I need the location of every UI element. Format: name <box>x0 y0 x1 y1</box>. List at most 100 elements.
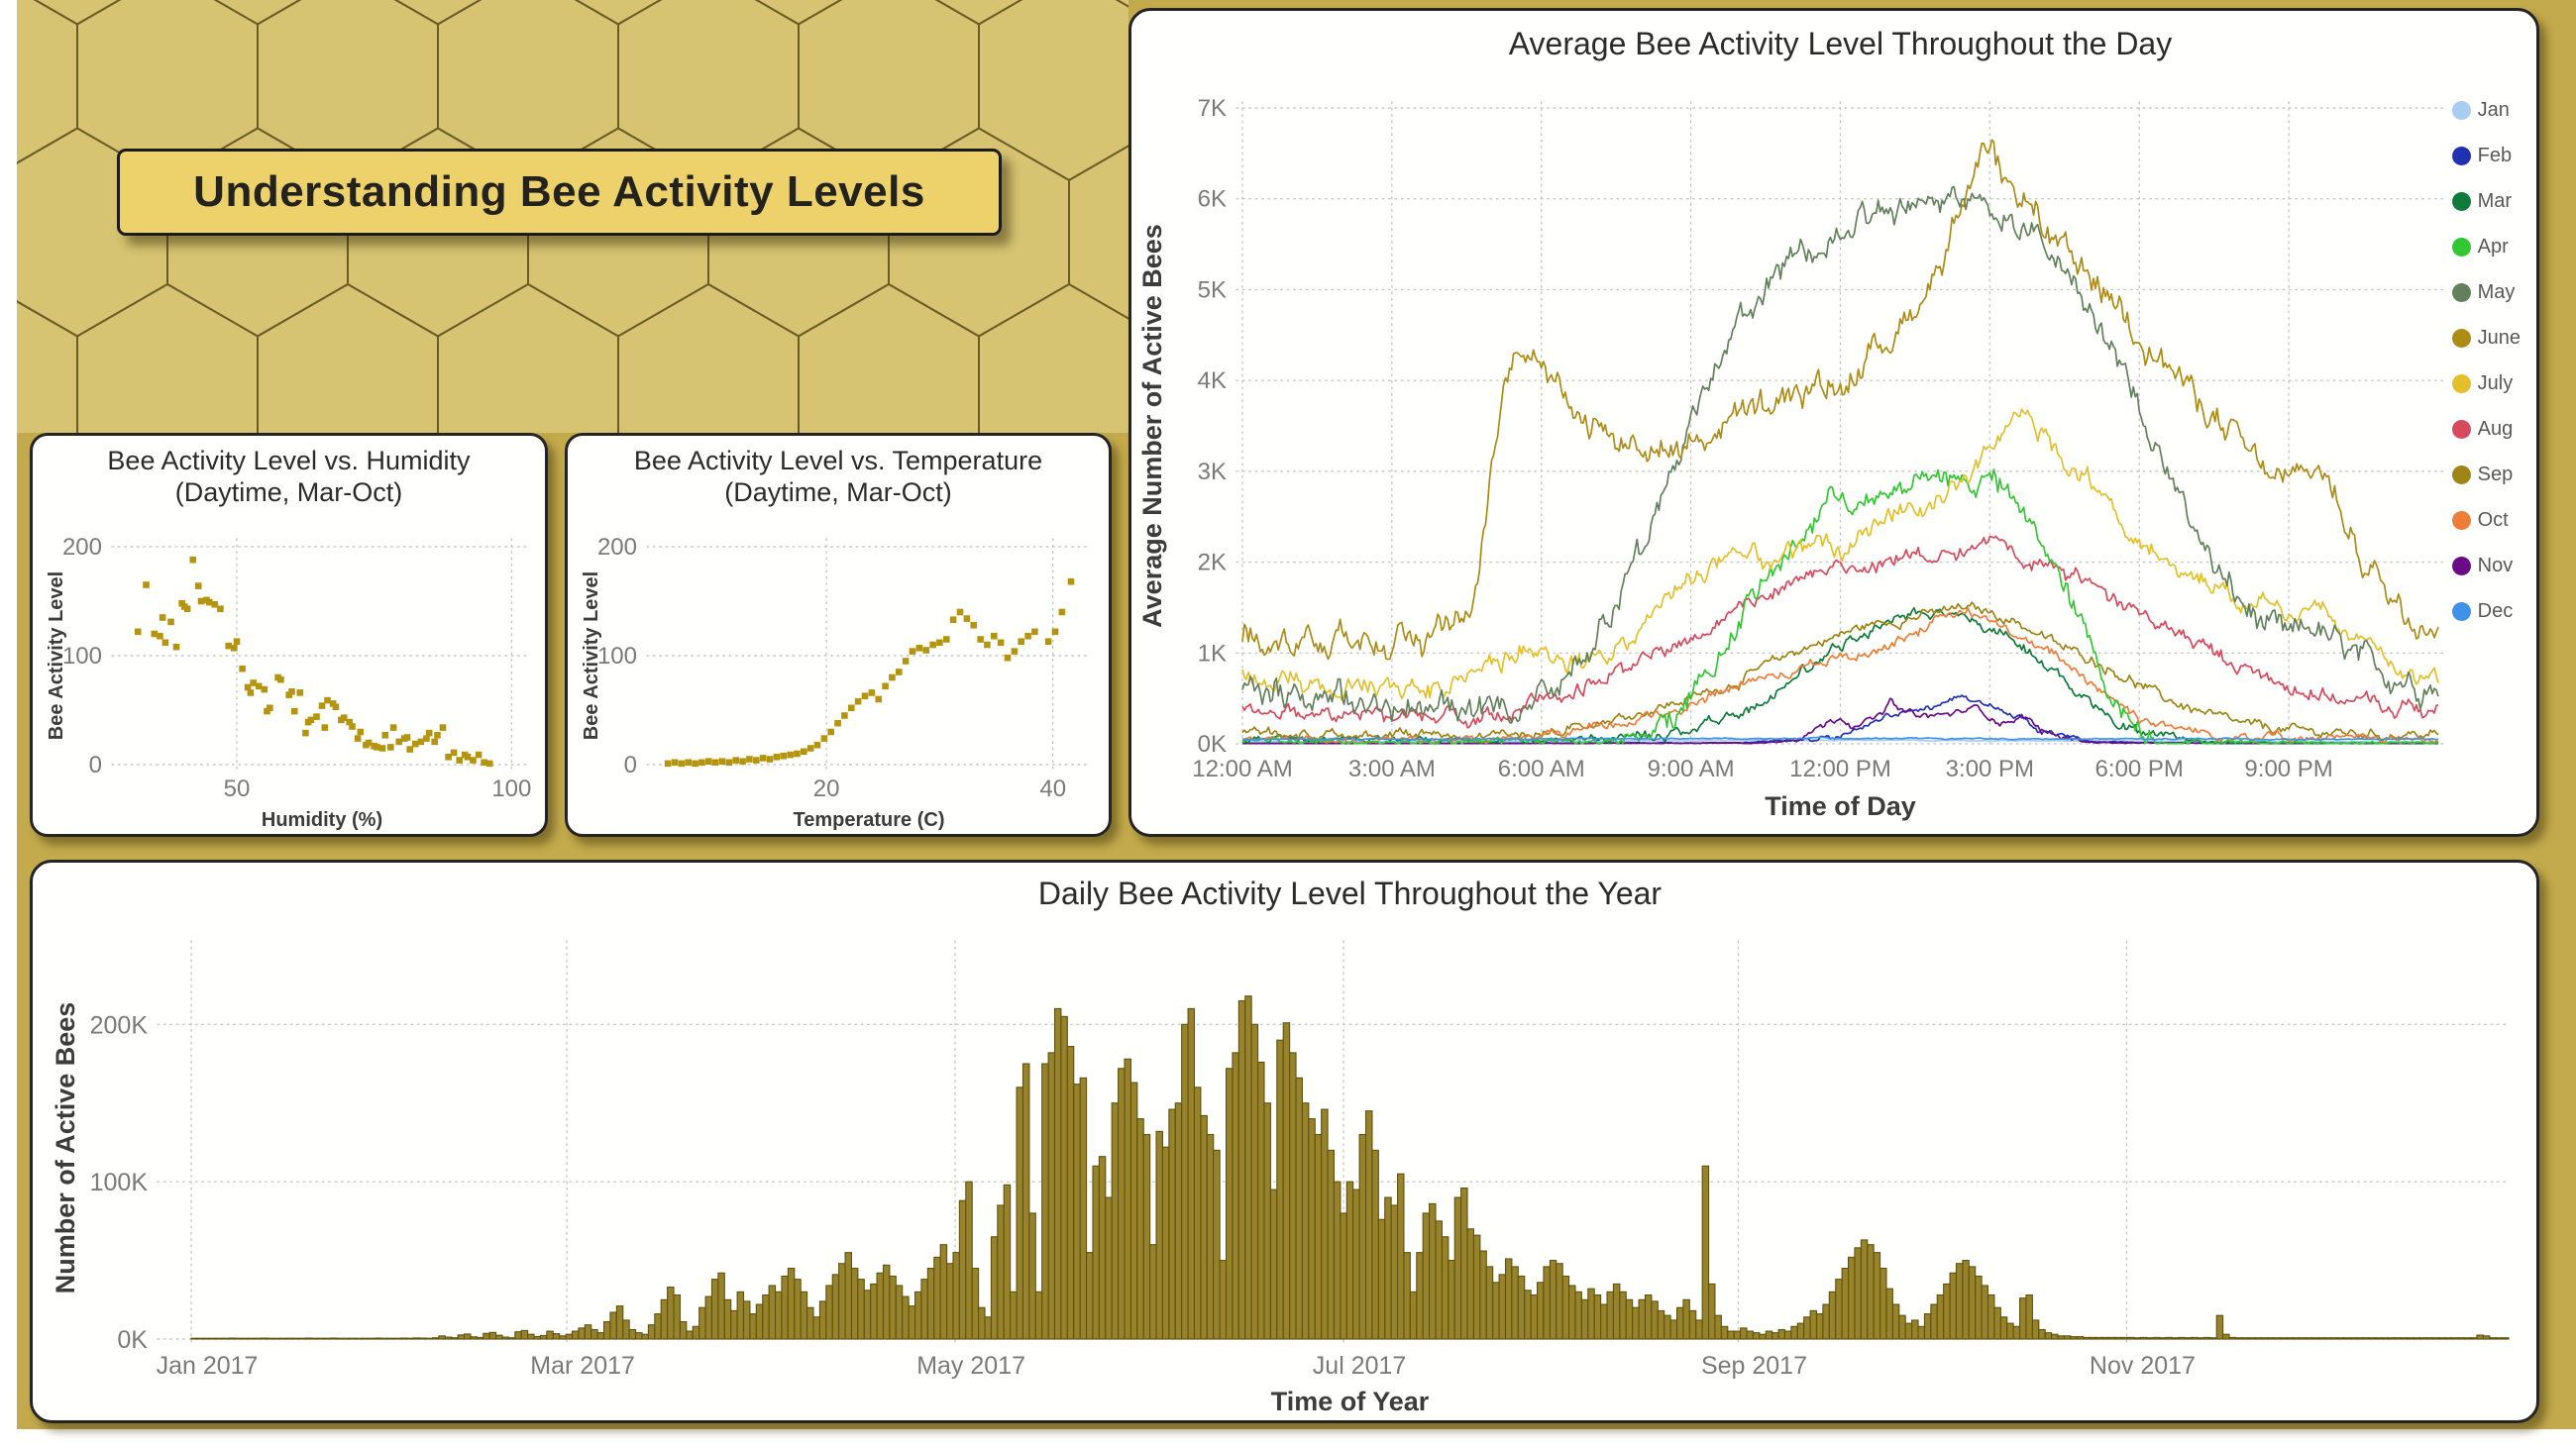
svg-text:200: 200 <box>62 534 102 561</box>
line-series-june[interactable] <box>1241 139 2439 661</box>
legend-dot-aug <box>2451 420 2471 439</box>
svg-text:200K: 200K <box>90 1011 149 1039</box>
svg-text:200: 200 <box>597 534 637 561</box>
line-series-aug[interactable] <box>1241 535 2439 729</box>
hourly-line-chart-panel[interactable]: 0K 1K 2K 3K 4K 5K 6K 7K 12:00 AM 3:00 AM 6:00 AM 9:… <box>1128 8 2539 837</box>
svg-text:7K: 7K <box>1198 95 1227 122</box>
svg-text:0K: 0K <box>117 1326 148 1354</box>
svg-text:5K: 5K <box>1198 276 1227 303</box>
legend-item-mar[interactable]: Mar <box>2451 190 2521 212</box>
month-legend: Jan Feb Mar Apr May June July Aug Sep Oct Nov Dec <box>2451 99 2521 622</box>
svg-text:Jul 2017: Jul 2017 <box>1313 1352 1407 1380</box>
line-series-sep[interactable] <box>1241 601 2439 743</box>
x-axis-title: Temperature (C) <box>794 809 945 831</box>
svg-text:50: 50 <box>224 776 251 802</box>
legend-item-apr[interactable]: Apr <box>2451 236 2521 258</box>
legend-label: June <box>2477 327 2521 349</box>
dashboard-title: Understanding Bee Activity Levels <box>193 167 925 216</box>
scatter-points[interactable] <box>134 556 493 768</box>
legend-dot-feb <box>2451 147 2471 165</box>
legend-item-oct[interactable]: Oct <box>2451 509 2521 531</box>
svg-text:12:00 AM: 12:00 AM <box>1192 756 1292 782</box>
legend-item-feb[interactable]: Feb <box>2451 145 2521 166</box>
svg-text:100K: 100K <box>90 1169 149 1196</box>
legend-label: July <box>2477 372 2514 394</box>
legend-label: Jan <box>2477 99 2510 121</box>
chart-title: Daily Bee Activity Level Throughout the … <box>1038 876 1662 911</box>
chart-title: Bee Activity Level vs. Humidity <box>107 446 471 475</box>
svg-text:6:00 AM: 6:00 AM <box>1498 756 1585 782</box>
scatter-points[interactable] <box>664 577 1075 768</box>
legend-label: Dec <box>2477 600 2514 622</box>
legend-dot-dec <box>2451 602 2471 621</box>
svg-text:Jan 2017: Jan 2017 <box>157 1352 259 1380</box>
svg-text:2K: 2K <box>1198 550 1227 576</box>
line-series-may[interactable] <box>1241 185 2439 724</box>
temperature-scatter-panel[interactable]: Bee Activity Level vs. Temperature (Dayti… <box>565 433 1112 837</box>
legend-dot-jan <box>2451 101 2471 120</box>
svg-text:6:00 PM: 6:00 PM <box>2095 756 2184 782</box>
svg-text:0: 0 <box>624 752 637 778</box>
svg-text:100: 100 <box>491 776 531 802</box>
svg-text:3:00 AM: 3:00 AM <box>1348 756 1436 782</box>
legend-item-sep[interactable]: Sep <box>2451 464 2521 485</box>
title-banner: Understanding Bee Activity Levels <box>117 149 1002 236</box>
x-axis-title: Time of Day <box>1765 791 1916 821</box>
legend-dot-july <box>2451 374 2471 393</box>
svg-text:100: 100 <box>597 643 637 670</box>
legend-label: May <box>2477 281 2516 303</box>
legend-item-may[interactable]: May <box>2451 281 2521 303</box>
daily-bars[interactable] <box>190 995 2510 1340</box>
legend-label: Feb <box>2477 145 2513 166</box>
legend-label: Apr <box>2477 236 2509 258</box>
svg-text:Mar 2017: Mar 2017 <box>530 1352 635 1380</box>
legend-label: Aug <box>2477 418 2514 440</box>
line-series-dec[interactable] <box>1241 736 2439 742</box>
legend-label: Sep <box>2477 464 2514 485</box>
svg-text:0: 0 <box>89 752 102 778</box>
y-axis-title: Bee Activity Level <box>581 571 602 740</box>
daily-bar-chart-panel[interactable]: 0K 100K 200K Jan 2017 Mar 2017 May 2017 Jul 20… <box>30 860 2539 1423</box>
chart-title: Bee Activity Level vs. Temperature <box>634 446 1042 475</box>
legend-dot-may <box>2451 283 2471 302</box>
x-axis-title: Humidity (%) <box>262 809 382 831</box>
legend-item-aug[interactable]: Aug <box>2451 418 2521 440</box>
x-axis-title: Time of Year <box>1271 1387 1430 1416</box>
svg-text:20: 20 <box>813 776 840 802</box>
svg-text:Nov 2017: Nov 2017 <box>2090 1352 2196 1380</box>
legend-dot-sep <box>2451 466 2471 484</box>
legend-label: Mar <box>2477 190 2513 212</box>
legend-item-dec[interactable]: Dec <box>2451 600 2521 622</box>
legend-label: Nov <box>2477 555 2514 576</box>
legend-item-nov[interactable]: Nov <box>2451 555 2521 576</box>
svg-text:6K: 6K <box>1198 186 1227 213</box>
svg-text:May 2017: May 2017 <box>916 1352 1025 1380</box>
legend-item-july[interactable]: July <box>2451 372 2521 394</box>
hexagon-cell <box>1068 145 1128 320</box>
legend-dot-mar <box>2451 192 2471 211</box>
chart-subtitle: (Daytime, Mar-Oct) <box>175 477 403 507</box>
svg-text:3:00 PM: 3:00 PM <box>1946 756 2034 782</box>
svg-text:1K: 1K <box>1198 640 1227 667</box>
svg-text:3K: 3K <box>1198 459 1227 485</box>
svg-text:Sep 2017: Sep 2017 <box>1701 1352 1807 1380</box>
legend-dot-apr <box>2451 238 2471 257</box>
legend-item-jan[interactable]: Jan <box>2451 99 2521 121</box>
line-series-apr[interactable] <box>1241 468 2439 745</box>
legend-label: Oct <box>2477 509 2509 531</box>
svg-text:100: 100 <box>62 643 102 670</box>
y-axis-title: Number of Active Bees <box>51 1002 80 1294</box>
svg-text:0K: 0K <box>1198 731 1227 758</box>
y-axis-title: Bee Activity Level <box>46 571 67 740</box>
svg-text:12:00 PM: 12:00 PM <box>1789 756 1891 782</box>
legend-dot-oct <box>2451 511 2471 530</box>
svg-text:40: 40 <box>1039 776 1066 802</box>
chart-subtitle: (Daytime, Mar-Oct) <box>724 477 952 507</box>
hexagon-cell <box>978 282 1128 433</box>
dashboard-background: Understanding Bee Activity Levels Bee Ac… <box>17 0 2576 1429</box>
legend-item-june[interactable]: June <box>2451 327 2521 349</box>
humidity-scatter-panel[interactable]: Bee Activity Level vs. Humidity (Daytime,… <box>30 433 548 837</box>
svg-text:9:00 PM: 9:00 PM <box>2244 756 2332 782</box>
svg-text:4K: 4K <box>1198 367 1227 394</box>
